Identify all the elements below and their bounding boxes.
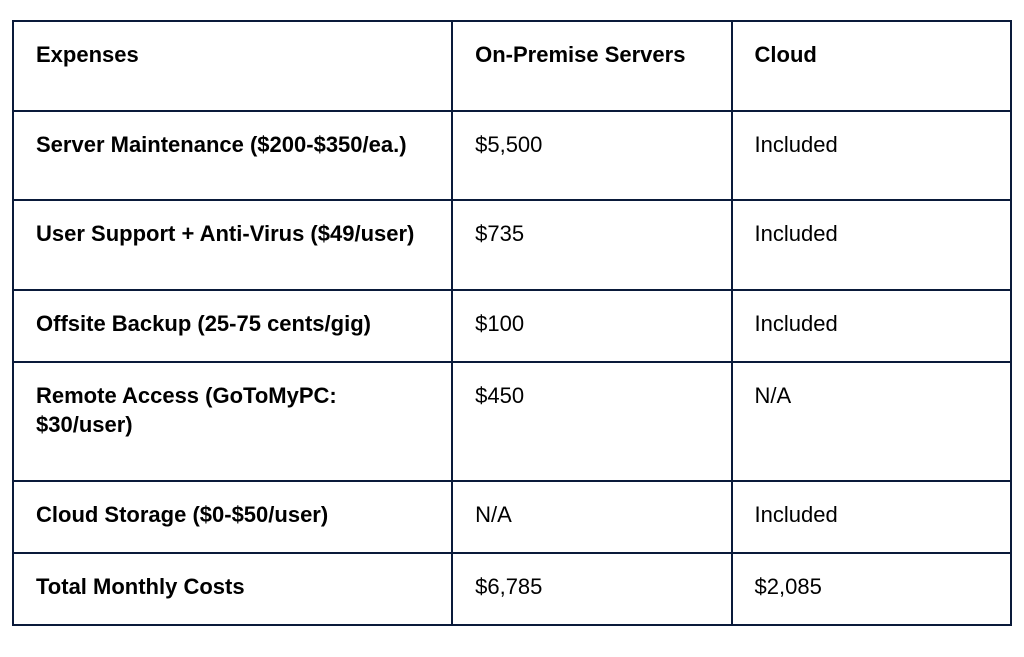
- onpremise-value: $735: [452, 200, 731, 290]
- cost-comparison-table: Expenses On-Premise Servers Cloud Server…: [12, 20, 1012, 626]
- cloud-value: Included: [732, 290, 1011, 362]
- table-header-row: Expenses On-Premise Servers Cloud: [13, 21, 1011, 111]
- expense-label: Total Monthly Costs: [13, 553, 452, 625]
- onpremise-value: $6,785: [452, 553, 731, 625]
- col-header-expenses: Expenses: [13, 21, 452, 111]
- expense-label: Remote Access (GoToMyPC: $30/user): [13, 362, 452, 481]
- col-header-cloud: Cloud: [732, 21, 1011, 111]
- expense-label: User Support + Anti-Virus ($49/user): [13, 200, 452, 290]
- cloud-value: N/A: [732, 362, 1011, 481]
- table-row: Cloud Storage ($0-$50/user) N/A Included: [13, 481, 1011, 553]
- table-row: User Support + Anti-Virus ($49/user) $73…: [13, 200, 1011, 290]
- onpremise-value: $5,500: [452, 111, 731, 201]
- cloud-value: Included: [732, 481, 1011, 553]
- expense-label: Cloud Storage ($0-$50/user): [13, 481, 452, 553]
- col-header-onpremise: On-Premise Servers: [452, 21, 731, 111]
- onpremise-value: N/A: [452, 481, 731, 553]
- table-row: Total Monthly Costs $6,785 $2,085: [13, 553, 1011, 625]
- cloud-value: $2,085: [732, 553, 1011, 625]
- expense-label: Offsite Backup (25-75 cents/gig): [13, 290, 452, 362]
- table-row: Server Maintenance ($200-$350/ea.) $5,50…: [13, 111, 1011, 201]
- expense-label: Server Maintenance ($200-$350/ea.): [13, 111, 452, 201]
- cloud-value: Included: [732, 200, 1011, 290]
- table-row: Offsite Backup (25-75 cents/gig) $100 In…: [13, 290, 1011, 362]
- cloud-value: Included: [732, 111, 1011, 201]
- table-row: Remote Access (GoToMyPC: $30/user) $450 …: [13, 362, 1011, 481]
- onpremise-value: $450: [452, 362, 731, 481]
- onpremise-value: $100: [452, 290, 731, 362]
